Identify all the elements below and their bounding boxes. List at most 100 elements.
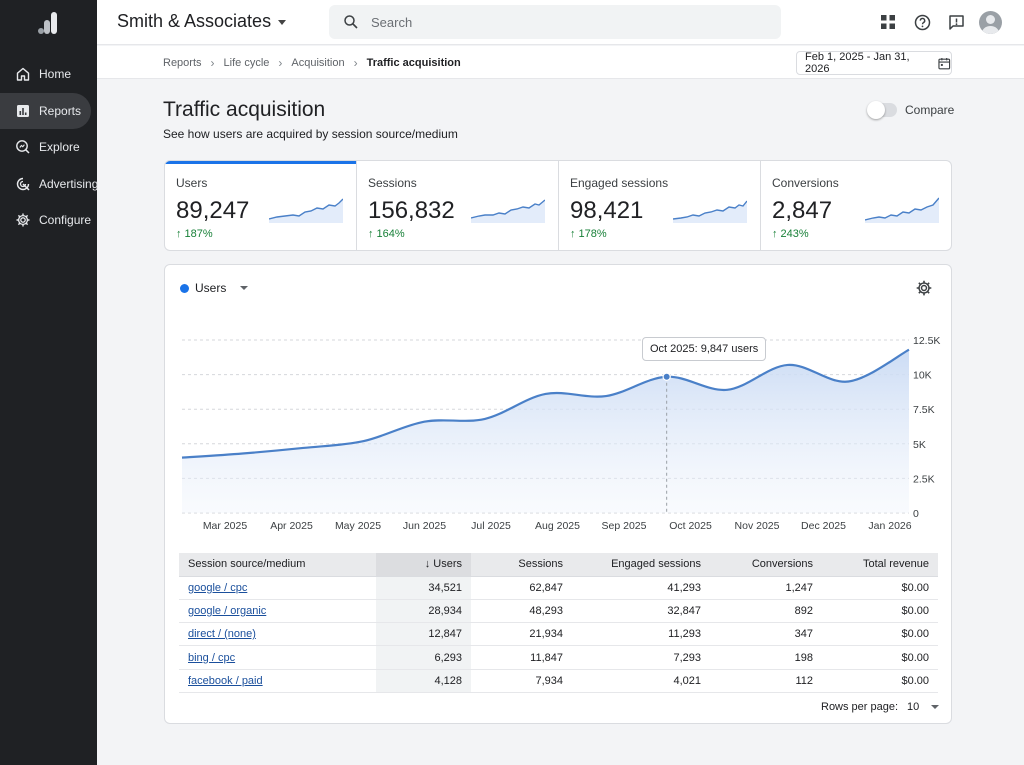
help-icon[interactable] <box>910 10 934 34</box>
conversions-cell: 198 <box>710 645 822 670</box>
kpi-label: Engaged sessions <box>570 176 669 190</box>
calendar-icon <box>938 57 951 69</box>
column-header-users[interactable]: ↓ Users <box>376 553 471 577</box>
source-medium-link[interactable]: google / organic <box>188 604 267 617</box>
column-header-total-revenue[interactable]: Total revenue <box>822 553 938 577</box>
kpi-card-conversions[interactable]: Conversions 2,847 ↑ 243% <box>761 161 951 250</box>
analytics-logo-icon[interactable] <box>36 11 60 35</box>
rows-per-page-select[interactable]: 10 <box>907 701 940 713</box>
search-box[interactable] <box>329 5 781 39</box>
breadcrumb-item-reports[interactable]: Reports <box>163 57 202 69</box>
apps-grid-icon[interactable] <box>876 10 900 34</box>
sparkline <box>673 200 747 223</box>
avatar[interactable] <box>979 10 1002 34</box>
sparkline <box>865 197 939 223</box>
sidebar-item-label: Reports <box>39 103 82 118</box>
date-range-label: Feb 1, 2025 - Jan 31, 2026 <box>805 51 910 75</box>
sidebar-item-label: Advertising <box>39 176 99 191</box>
breadcrumb-item-life-cycle[interactable]: Life cycle <box>223 57 270 69</box>
rows-per-page: Rows per page: 10 <box>821 701 940 713</box>
table-row: facebook / paid 4,128 7,934 4,021 112 $0… <box>179 669 938 693</box>
breadcrumb-item-acquisition[interactable]: Acquisition <box>291 57 345 69</box>
header-actions <box>866 10 1002 34</box>
y-tick-label: 10K <box>913 370 932 382</box>
table-header-row: Session source/medium ↓ Users Sessions E… <box>179 553 938 577</box>
column-header-source-medium[interactable]: Session source/medium <box>179 553 376 577</box>
compare-toggle[interactable]: Compare <box>867 101 955 119</box>
account-selector[interactable]: Smith & Associates <box>117 11 287 32</box>
users-cell: 12,847 <box>376 622 471 647</box>
kpi-label: Sessions <box>368 176 417 190</box>
breadcrumb-bar: Reports › Life cycle › Acquisition › Tra… <box>97 46 1024 79</box>
sparkline <box>471 199 545 223</box>
chevron-down-icon <box>240 286 249 290</box>
x-tick-label: Nov 2025 <box>735 520 780 532</box>
users-cell: 28,934 <box>376 599 471 624</box>
sessions-cell: 7,934 <box>471 669 572 693</box>
search-icon <box>344 15 358 29</box>
revenue-cell: $0.00 <box>822 599 938 624</box>
kpi-delta: ↑ 187% <box>176 228 213 240</box>
feedback-icon[interactable] <box>944 10 968 34</box>
chart-settings-icon[interactable] <box>915 279 933 297</box>
x-tick-label: Sep 2025 <box>602 520 647 532</box>
column-header-sessions[interactable]: Sessions <box>471 553 572 577</box>
highlight-point <box>662 372 671 381</box>
kpi-card-users[interactable]: Users 89,247 ↑ 187% <box>165 161 357 250</box>
source-medium-link[interactable]: direct / (none) <box>188 628 256 641</box>
source-medium-link[interactable]: facebook / paid <box>188 674 263 687</box>
column-header-engaged-sessions[interactable]: Engaged sessions <box>572 553 710 577</box>
table-row: direct / (none) 12,847 21,934 11,293 347… <box>179 622 938 647</box>
sessions-cell: 11,847 <box>471 645 572 670</box>
x-tick-label: Oct 2025 <box>669 520 712 532</box>
sessions-cell: 48,293 <box>471 599 572 624</box>
metric-label: Users <box>195 281 227 295</box>
source-medium-link[interactable]: bing / cpc <box>188 651 236 664</box>
metric-selector[interactable]: Users <box>180 281 249 295</box>
kpi-delta: ↑ 243% <box>772 228 809 240</box>
table-row: google / cpc 34,521 62,847 41,293 1,247 … <box>179 576 938 600</box>
chevron-right-icon: › <box>353 56 358 70</box>
compare-label: Compare <box>905 103 955 117</box>
chart-tooltip: Oct 2025: 9,847 users <box>642 337 767 361</box>
engaged-sessions-cell: 7,293 <box>572 645 710 670</box>
source-medium-link[interactable]: google / cpc <box>188 581 248 594</box>
kpi-value: 89,247 <box>176 197 250 224</box>
sidebar-item-home[interactable]: Home <box>0 56 91 92</box>
rows-per-page-value: 10 <box>907 701 920 713</box>
conversions-cell: 892 <box>710 599 822 624</box>
x-tick-label: Aug 2025 <box>535 520 580 532</box>
chart-card: Users 0 2.5K 5K 7.5K 10K 12.5K Mar 2025 Apr 20… <box>164 264 952 724</box>
column-header-conversions[interactable]: Conversions <box>710 553 822 577</box>
sidebar: Home Reports Explore Advertising Configu… <box>0 0 98 765</box>
bar-chart-icon <box>17 104 29 117</box>
kpi-value: 98,421 <box>570 197 644 224</box>
sidebar-item-advertising[interactable]: Advertising <box>0 166 98 202</box>
chevron-right-icon: › <box>278 56 283 70</box>
revenue-cell: $0.00 <box>822 669 938 693</box>
engaged-sessions-cell: 32,847 <box>572 599 710 624</box>
x-tick-label: Jul 2025 <box>471 520 511 532</box>
toggle-switch[interactable] <box>867 101 897 119</box>
explore-icon <box>16 140 30 154</box>
kpi-card-engaged-sessions[interactable]: Engaged sessions 98,421 ↑ 178% <box>559 161 761 250</box>
kpi-card-sessions[interactable]: Sessions 156,832 ↑ 164% <box>357 161 559 250</box>
conversions-cell: 112 <box>710 669 822 693</box>
kpi-value: 2,847 <box>772 197 833 224</box>
kpi-label: Conversions <box>772 176 839 190</box>
kpi-label: Users <box>176 176 208 190</box>
y-tick-label: 12.5K <box>913 335 940 347</box>
users-cell: 6,293 <box>376 645 471 670</box>
sidebar-item-configure[interactable]: Configure <box>0 202 91 238</box>
users-cell: 34,521 <box>376 576 471 600</box>
kpi-value: 156,832 <box>368 197 455 224</box>
sessions-cell: 21,934 <box>471 622 572 647</box>
search-input[interactable] <box>371 14 751 30</box>
sidebar-item-label: Configure <box>39 213 92 227</box>
y-tick-label: 7.5K <box>913 404 935 416</box>
x-tick-label: May 2025 <box>335 520 381 532</box>
sidebar-item-reports[interactable]: Reports <box>0 92 91 129</box>
x-tick-label: Jun 2025 <box>403 520 446 532</box>
sidebar-item-explore[interactable]: Explore <box>0 129 91 165</box>
date-range-picker[interactable]: Feb 1, 2025 - Jan 31, 2026 <box>796 51 952 75</box>
